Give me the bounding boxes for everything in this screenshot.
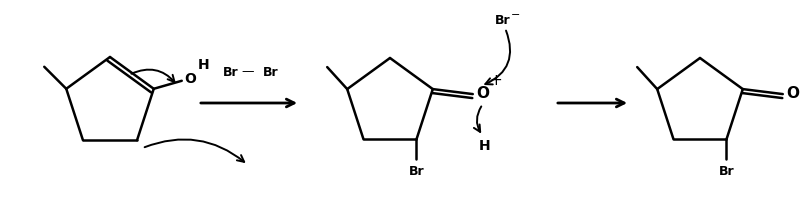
Text: O: O xyxy=(184,72,196,86)
Text: Br: Br xyxy=(263,65,278,79)
Text: —: — xyxy=(242,65,254,79)
Text: H: H xyxy=(198,58,210,72)
Text: O: O xyxy=(476,86,490,101)
Text: Br: Br xyxy=(222,65,238,79)
Text: −: − xyxy=(511,10,521,20)
Text: +: + xyxy=(490,73,502,88)
Text: Br: Br xyxy=(409,165,424,178)
Text: Br: Br xyxy=(495,13,511,27)
Text: H: H xyxy=(479,139,490,153)
Text: Br: Br xyxy=(718,165,734,178)
Text: O: O xyxy=(786,86,799,101)
